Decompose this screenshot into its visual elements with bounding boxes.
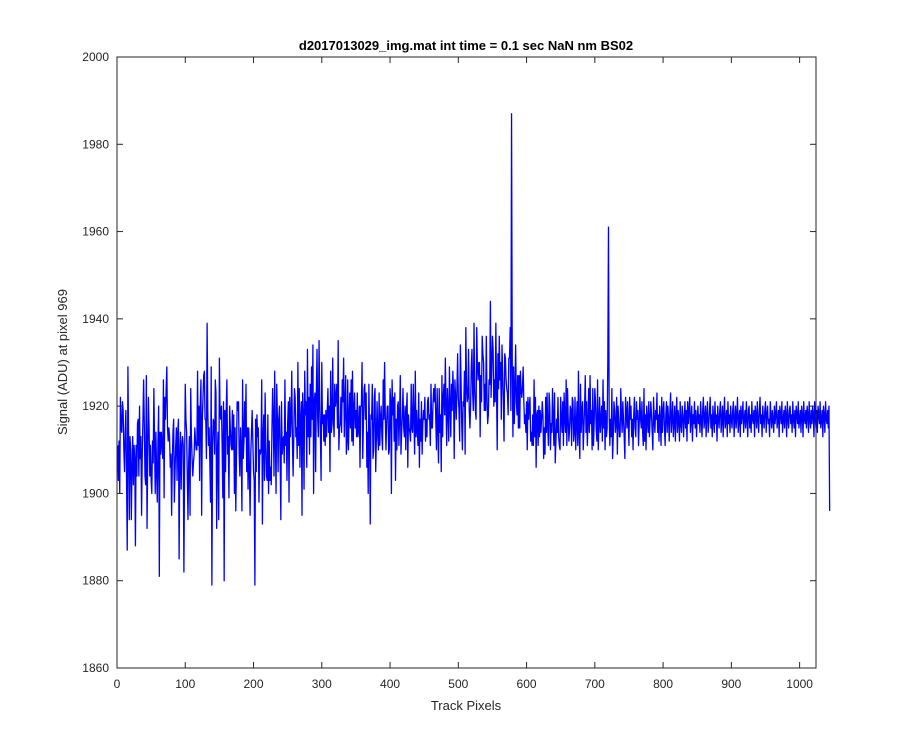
y-tick-label: 2000	[82, 50, 109, 64]
x-tick-label: 400	[380, 677, 400, 691]
y-tick-labels: 1860 1880 1900 1920 1940 1960 1980 2000	[82, 50, 109, 675]
x-tick-label: 900	[721, 677, 741, 691]
y-tick-label: 1940	[82, 312, 109, 326]
x-tick-label: 700	[585, 677, 605, 691]
y-tick-label: 1860	[82, 661, 109, 675]
series-line-0	[117, 113, 831, 586]
y-tick-label: 1980	[82, 137, 109, 151]
x-tick-label: 1000	[786, 677, 813, 691]
series-group	[117, 113, 831, 586]
x-tick-labels: 0 100 200 300 400 500 600 700 800 900 1000	[114, 677, 814, 691]
x-tick-label: 0	[114, 677, 121, 691]
x-tick-label: 800	[653, 677, 673, 691]
x-tick-label: 300	[312, 677, 332, 691]
y-tick-label: 1900	[82, 486, 109, 500]
y-tick-label: 1880	[82, 574, 109, 588]
x-axis-label: Track Pixels	[431, 698, 502, 713]
axes-box	[116, 56, 817, 669]
y-axis-label: Signal (ADU) at pixel 969	[55, 289, 70, 435]
x-tick-label: 500	[448, 677, 468, 691]
chart-title: d2017013029_img.mat int time = 0.1 sec N…	[299, 38, 633, 53]
x-tick-label: 200	[244, 677, 264, 691]
y-tick-label: 1960	[82, 225, 109, 239]
x-tick-label: 100	[175, 677, 195, 691]
y-tick-label: 1920	[82, 399, 109, 413]
x-tick-label: 600	[517, 677, 537, 691]
